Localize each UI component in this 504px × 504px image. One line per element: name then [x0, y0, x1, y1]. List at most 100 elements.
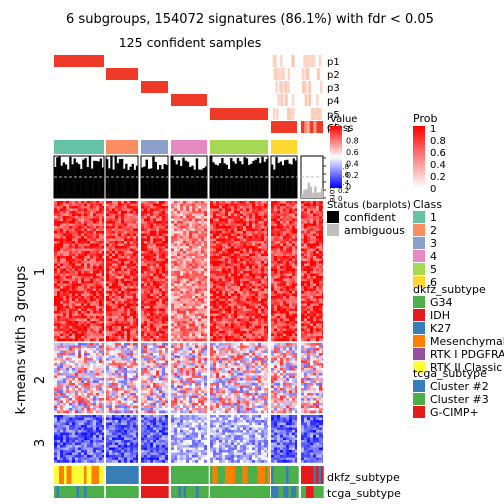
heatmap-cell	[186, 311, 189, 314]
heatmap-cell	[87, 313, 90, 317]
heatmap-cell	[81, 226, 84, 229]
heatmap-cell	[112, 308, 115, 312]
heatmap-cell	[144, 248, 147, 252]
heatmap-cell	[75, 261, 78, 264]
heatmap-cell	[60, 271, 63, 274]
heatmap-cell	[159, 338, 162, 342]
heatmap-cell	[219, 303, 222, 307]
heatmap-cell	[54, 281, 57, 284]
heatmap-cell	[213, 271, 216, 274]
heatmap-cell	[84, 251, 87, 254]
heatmap-cell	[75, 333, 78, 337]
heatmap-cell	[274, 283, 277, 287]
heatmap-cell	[57, 311, 60, 314]
heatmap-cell	[213, 228, 216, 232]
heatmap-cell	[57, 326, 60, 329]
heatmap-cell	[87, 216, 90, 219]
heatmap-cell	[198, 323, 201, 327]
heatmap-cell	[267, 328, 268, 332]
heatmap-cell	[222, 203, 225, 207]
heatmap-cell	[121, 203, 124, 207]
heatmap-cell	[210, 338, 213, 342]
heatmap-cell	[109, 268, 112, 272]
heatmap-cell	[267, 261, 268, 264]
heatmap-cell	[106, 313, 109, 317]
heatmap-cell	[258, 306, 261, 309]
heatmap-cell	[283, 271, 286, 274]
prob-row-label: p4	[327, 96, 340, 107]
heatmap-cell	[213, 243, 216, 247]
heatmap-cell	[216, 243, 219, 247]
heatmap-cell	[144, 226, 147, 229]
heatmap-cell	[84, 203, 87, 207]
heatmap-cell	[219, 283, 222, 287]
heatmap-cell	[189, 328, 192, 332]
heatmap-cell	[258, 298, 261, 302]
heatmap-cell	[283, 261, 286, 264]
heatmap-cell	[277, 308, 280, 312]
heatmap-cell	[313, 216, 316, 219]
heatmap-cell	[136, 216, 138, 219]
heatmap-cell	[195, 271, 198, 274]
heatmap-cell	[255, 338, 258, 342]
heatmap-cell	[136, 283, 138, 287]
heatmap-cell	[171, 248, 174, 252]
heatmap-cell	[133, 286, 136, 289]
heatmap-cell	[78, 316, 81, 319]
heatmap-cell	[210, 291, 213, 294]
heatmap-cell	[295, 303, 297, 307]
heatmap-cell	[63, 223, 66, 227]
heatmap-cell	[147, 231, 150, 234]
heatmap-cell	[252, 246, 255, 249]
heatmap-cell	[84, 246, 87, 249]
heatmap-cell	[102, 283, 104, 287]
heatmap-cell	[133, 221, 136, 224]
heatmap-cell	[183, 281, 186, 284]
heatmap-cell	[319, 248, 322, 252]
silhouette-bar	[112, 169, 115, 198]
heatmap-cell	[177, 233, 180, 237]
heatmap-cell	[124, 211, 127, 214]
heatmap-cell	[283, 326, 286, 329]
heatmap-cell	[102, 203, 104, 207]
heatmap-cell	[271, 286, 274, 289]
heatmap-cell	[192, 256, 195, 259]
heatmap-cell	[255, 246, 258, 249]
heatmap-cell	[96, 276, 99, 279]
heatmap-cell	[304, 291, 307, 294]
heatmap-cell	[283, 213, 286, 217]
heatmap-cell	[124, 308, 127, 312]
heatmap-cell	[153, 211, 156, 214]
heatmap-cell	[216, 266, 219, 269]
heatmap-cell	[322, 246, 323, 249]
heatmap-cell	[283, 301, 286, 304]
heatmap-cell	[115, 248, 118, 252]
heatmap-cell	[201, 298, 204, 302]
heatmap-cell	[60, 318, 63, 322]
heatmap-cell	[261, 316, 264, 319]
heatmap-cell	[243, 236, 246, 239]
heatmap-cell	[198, 306, 201, 309]
heatmap-cell	[264, 306, 267, 309]
heatmap-cell	[93, 256, 96, 259]
heatmap-cell	[183, 288, 186, 292]
heatmap-cell	[274, 323, 277, 327]
heatmap-cell	[192, 226, 195, 229]
heatmap-cell	[252, 318, 255, 322]
heatmap-cell	[183, 313, 186, 317]
heatmap-cell	[271, 258, 274, 262]
heatmap-cell	[90, 273, 93, 277]
heatmap-cell	[316, 283, 319, 287]
heatmap-cell	[72, 203, 75, 207]
heatmap-cell	[246, 306, 249, 309]
heatmap-cell	[153, 303, 156, 307]
heatmap-cell	[213, 263, 216, 267]
heatmap-cell	[283, 243, 286, 247]
heatmap-cell	[277, 258, 280, 262]
heatmap-cell	[99, 301, 102, 304]
heatmap-cell	[84, 336, 87, 339]
heatmap-cell	[313, 268, 316, 272]
heatmap-cell	[183, 223, 186, 227]
heatmap-cell	[133, 338, 136, 342]
heatmap-cell	[219, 253, 222, 257]
